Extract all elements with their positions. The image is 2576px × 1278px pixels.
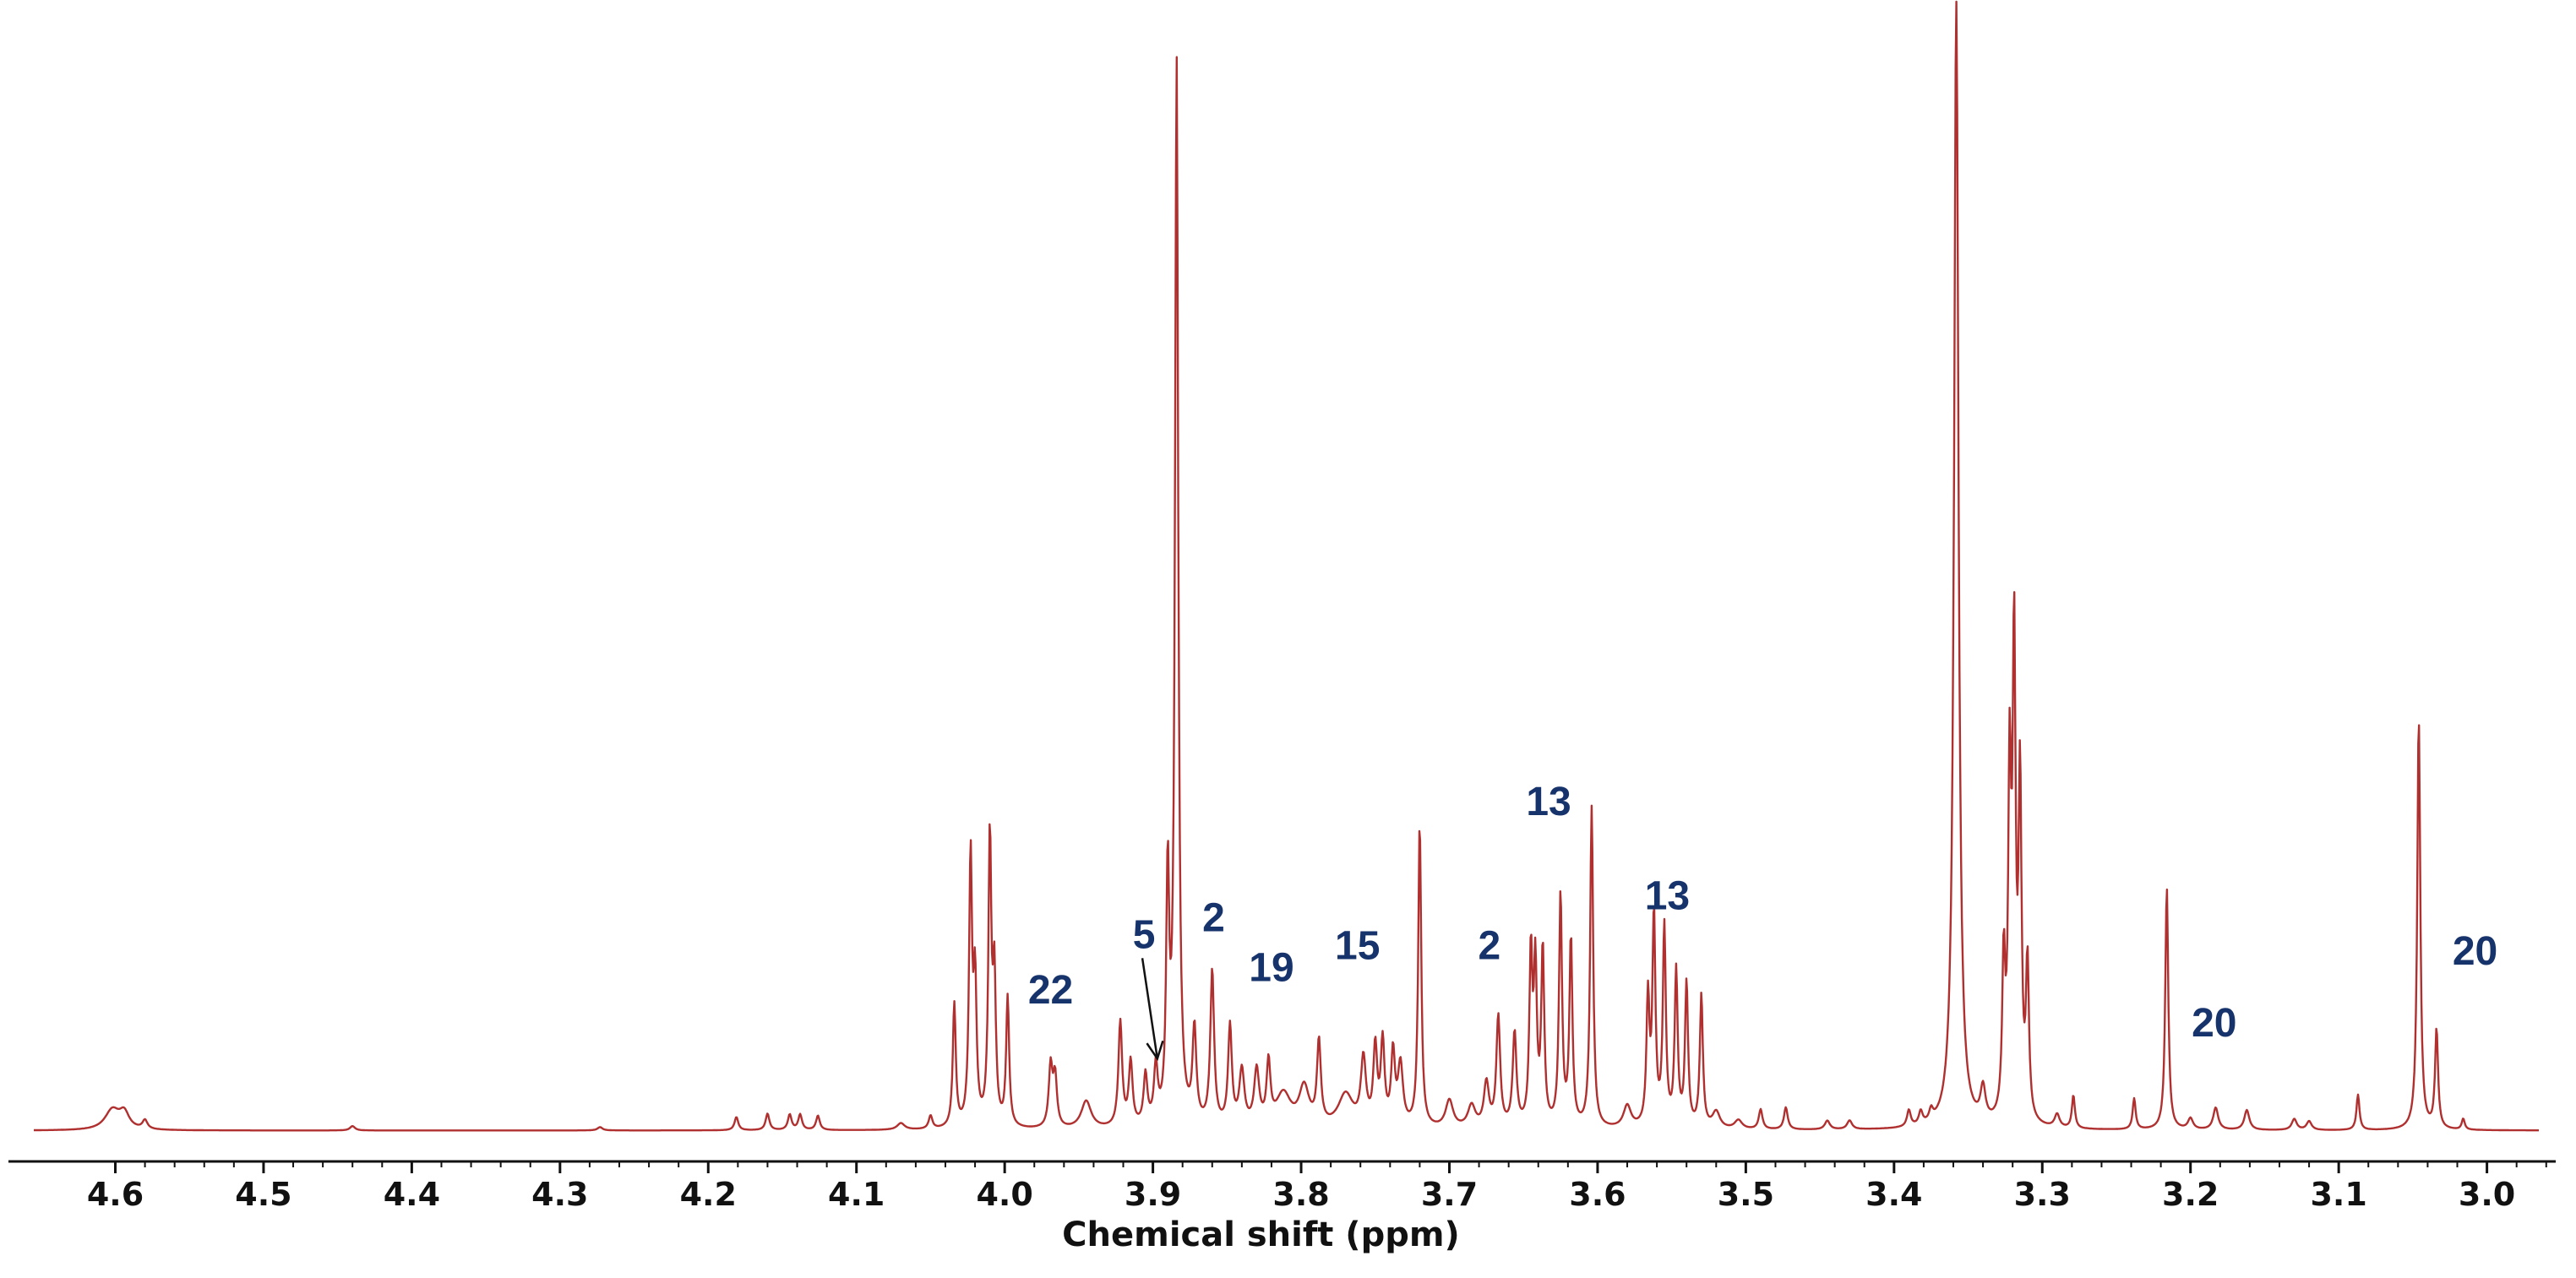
- peak-label: 19: [1249, 946, 1293, 991]
- x-tick-label: 4.3: [531, 1176, 588, 1213]
- x-tick-label: 3.5: [1718, 1176, 1774, 1213]
- annotation-arrow: [1141, 958, 1159, 1059]
- peak-label: 13: [1526, 780, 1571, 824]
- x-tick-label: 4.4: [384, 1176, 440, 1213]
- x-tick-label: 3.8: [1272, 1176, 1329, 1213]
- x-tick-label: 4.6: [87, 1176, 144, 1213]
- x-tick-label: 3.6: [1569, 1176, 1626, 1213]
- peak-label: 22: [1028, 968, 1073, 1013]
- x-axis: 4.6 4.5 4.4 4.3 4.2 4.1 4.0 3.9 3.8 3.7 3.6 3.5 3.4 3…: [8, 1160, 2556, 1254]
- x-tick-label: 3.0: [2459, 1176, 2515, 1213]
- peak-label: 13: [1645, 873, 1690, 918]
- x-ticks: 4.6 4.5 4.4 4.3 4.2 4.1 4.0 3.9 3.8 3.7 3.6 3.5 3.4 3…: [87, 1161, 2547, 1213]
- x-tick-label: 3.4: [1865, 1176, 1922, 1213]
- peak-label: 2: [1479, 923, 1501, 968]
- x-tick-label: 3.9: [1125, 1176, 1181, 1213]
- plot-area: 22 5 2 19 15 2 13 13 20 20: [33, 0, 2540, 1132]
- x-tick-label: 4.1: [828, 1176, 885, 1213]
- peak-label: 20: [2192, 1001, 2236, 1046]
- x-tick-label: 3.7: [1421, 1176, 1478, 1213]
- annotation-arrowhead: [1146, 1040, 1164, 1062]
- peak-label: 2: [1202, 896, 1225, 941]
- spectrum-line: [33, 0, 2540, 1132]
- x-tick-label: 3.1: [2310, 1176, 2366, 1213]
- x-axis-title: Chemical shift (ppm): [1062, 1215, 1460, 1254]
- peak-label: 20: [2453, 929, 2497, 974]
- x-tick-label: 4.5: [235, 1176, 291, 1213]
- spectrum-layer: [33, 0, 2540, 1132]
- peak-label: 5: [1133, 912, 1156, 957]
- annotation-layer: 22 5 2 19 15 2 13 13 20 20: [1028, 780, 2497, 1062]
- peak-label: 15: [1335, 923, 1380, 968]
- x-tick-label: 4.2: [680, 1176, 737, 1213]
- x-tick-label: 3.3: [2014, 1176, 2071, 1213]
- x-tick-label: 3.2: [2162, 1176, 2219, 1213]
- x-tick-label: 4.0: [976, 1176, 1032, 1213]
